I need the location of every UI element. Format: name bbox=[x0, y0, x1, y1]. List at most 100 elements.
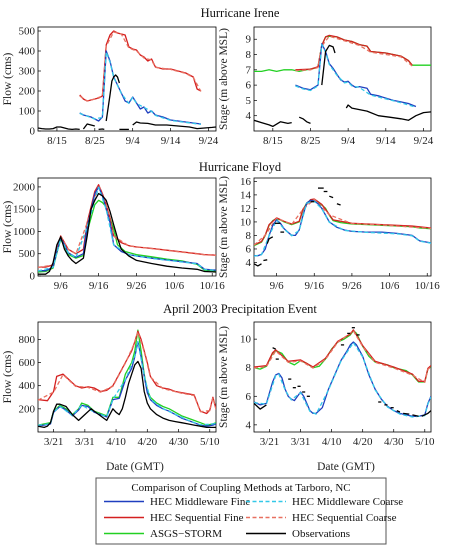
y-tick-label: 8 bbox=[246, 230, 252, 242]
legend-box bbox=[95, 477, 387, 545]
series-line-obs bbox=[412, 414, 419, 417]
legend: Comparison of Coupling Methods at Tarbor… bbox=[95, 477, 403, 545]
plot-frame bbox=[37, 177, 217, 277]
x-tick-label: 9/16 bbox=[89, 280, 109, 292]
x-tick-label: 9/6 bbox=[270, 280, 285, 292]
y-tick-label: 100 bbox=[19, 106, 36, 118]
x-tick-label: 5/10 bbox=[415, 436, 435, 448]
series-line-asgs bbox=[254, 329, 431, 383]
series-line-obs bbox=[38, 360, 216, 429]
x-tick-label: 3/21 bbox=[44, 436, 64, 448]
series-line-hsc bbox=[38, 331, 216, 413]
y-tick-label: 6 bbox=[246, 243, 252, 255]
series-line-hmf bbox=[38, 341, 216, 427]
series-line-obs bbox=[132, 121, 216, 130]
x-tick-label: 4/30 bbox=[169, 436, 189, 448]
y-tick-label: 14 bbox=[240, 189, 252, 201]
series-line-obs bbox=[254, 263, 262, 267]
y-tick-label: 0 bbox=[30, 271, 36, 283]
series-line-obs bbox=[38, 126, 80, 131]
y-tick-label: 400 bbox=[19, 380, 36, 392]
series-line-obs bbox=[421, 410, 431, 417]
series-line-hsc bbox=[79, 31, 202, 102]
y-tick-label: 5 bbox=[246, 95, 252, 107]
x-tick-label: 8/25 bbox=[85, 135, 105, 147]
series-line-hsf bbox=[79, 30, 202, 102]
x-tick-label: 8/15 bbox=[47, 135, 67, 147]
series-line-obs bbox=[403, 412, 410, 415]
y-tick-label: 16 bbox=[240, 176, 252, 188]
series-line-obs bbox=[266, 236, 274, 244]
x-tick-label: 9/24 bbox=[414, 135, 434, 147]
series-line-obs bbox=[321, 44, 336, 86]
y-tick-label: 8 bbox=[246, 49, 252, 61]
y-tick-label: 7 bbox=[246, 64, 252, 76]
y-tick-label: 200 bbox=[19, 403, 36, 415]
april-flow-panel: 200 400 600 800 3/21 3/31 4/10 4/20 4/30 5/10 Flow… bbox=[2, 321, 220, 448]
y-tick-label: 8 bbox=[246, 362, 252, 374]
y-tick-label: 1000 bbox=[13, 226, 36, 238]
series-line-obs bbox=[329, 195, 334, 199]
x-tick-label: 9/4 bbox=[126, 135, 141, 147]
x-tick-label: 10/6 bbox=[380, 280, 400, 292]
x-axis-label-left: Date (GMT) bbox=[106, 461, 164, 473]
y-tick-label: 200 bbox=[19, 86, 36, 98]
legend-title: Comparison of Coupling Methods at Tarbor… bbox=[131, 482, 350, 494]
series-line-asgs bbox=[38, 329, 216, 426]
series-line-hmc bbox=[79, 51, 201, 126]
x-tick-label: 4/20 bbox=[353, 436, 373, 448]
series-line-obs bbox=[336, 203, 341, 206]
irene-stage-panel: 4 5 6 7 8 9 8/15 8/25 9/4 9/14 9/24 Stage (m above … bbox=[218, 26, 434, 147]
series-line-obs bbox=[298, 116, 311, 124]
series-line-hmc bbox=[254, 342, 431, 418]
legend-label-asgs: ASGS−STORM bbox=[150, 528, 222, 540]
series-line-hsf bbox=[38, 330, 216, 415]
irene-flow-panel: 0 100 200 300 400 500 8/15 8/25 9/4 9/14 9/24 Flow … bbox=[2, 26, 219, 148]
series-line-obs bbox=[272, 347, 276, 350]
y-tick-label: 400 bbox=[19, 46, 36, 58]
legend-label-hsc: HEC Sequential Coarse bbox=[292, 512, 397, 524]
x-tick-label: 9/4 bbox=[341, 135, 356, 147]
x-tick-label: 10/16 bbox=[200, 280, 226, 292]
y-axis-label: Flow (cms) bbox=[2, 200, 14, 253]
x-tick-label: 9/26 bbox=[342, 280, 362, 292]
series-line-hsf bbox=[254, 329, 431, 382]
series-line-obs bbox=[254, 119, 292, 128]
series-line-obs bbox=[345, 104, 431, 121]
series-line-hsc bbox=[254, 198, 431, 246]
row-title-april: April 2003 Precipitation Event bbox=[163, 302, 317, 316]
series-line-obs bbox=[38, 192, 216, 275]
series-line-hmc bbox=[295, 43, 417, 108]
series-line-hsc bbox=[295, 35, 413, 72]
y-tick-label: 10 bbox=[240, 334, 252, 346]
y-tick-label: 9 bbox=[246, 34, 252, 46]
series-line-obs bbox=[263, 259, 268, 262]
y-tick-label: 10 bbox=[240, 216, 252, 228]
series-line-hmc bbox=[38, 340, 216, 426]
x-tick-label: 9/16 bbox=[304, 280, 324, 292]
x-tick-label: 10/6 bbox=[165, 280, 185, 292]
y-tick-label: 4 bbox=[246, 419, 252, 431]
y-axis-label: Stage (m above MSL) bbox=[218, 326, 230, 428]
y-tick-label: 300 bbox=[19, 66, 36, 78]
x-tick-label: 10/16 bbox=[415, 280, 441, 292]
x-tick-label: 8/15 bbox=[263, 135, 283, 147]
y-tick-label: 2000 bbox=[13, 181, 36, 193]
y-tick-label: 600 bbox=[19, 357, 36, 369]
x-axis-label-right: Date (GMT) bbox=[317, 461, 375, 473]
x-tick-label: 4/10 bbox=[106, 436, 126, 448]
x-tick-label: 8/25 bbox=[301, 135, 321, 147]
legend-label-obs: Observations bbox=[292, 528, 350, 540]
y-tick-label: 0 bbox=[30, 126, 36, 138]
plot-frame bbox=[253, 26, 432, 132]
row-title-floyd: Hurricane Floyd bbox=[199, 160, 282, 174]
series-line-obs bbox=[396, 410, 401, 413]
y-tick-label: 6 bbox=[246, 391, 252, 403]
series-line-hmf bbox=[254, 199, 431, 257]
x-tick-label: 9/6 bbox=[54, 280, 69, 292]
x-tick-label: 4/20 bbox=[138, 436, 158, 448]
y-tick-label: 1500 bbox=[13, 204, 36, 216]
y-tick-label: 4 bbox=[246, 257, 252, 269]
